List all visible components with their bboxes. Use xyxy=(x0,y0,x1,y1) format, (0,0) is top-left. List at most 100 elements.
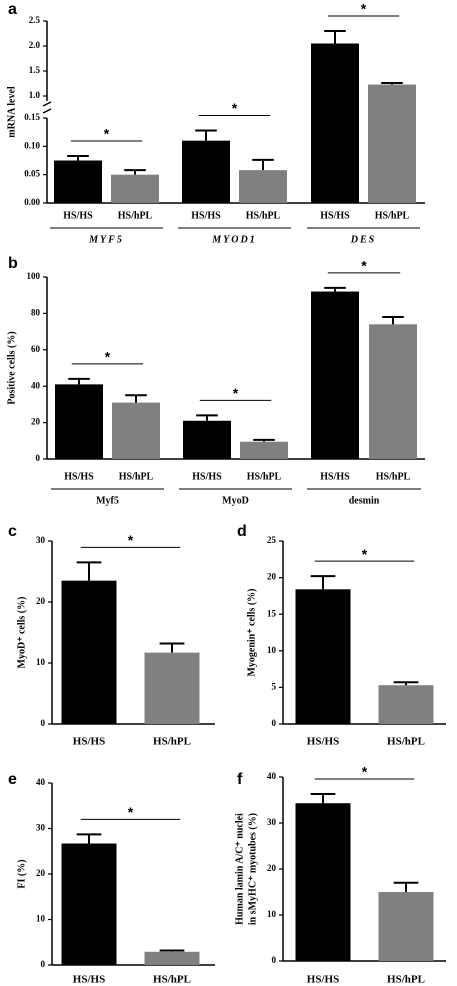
significance-label: * xyxy=(232,100,238,116)
x-tick-label: HS/hPL xyxy=(119,471,154,482)
y-tick-label: 10 xyxy=(36,914,46,924)
y-tick-label: 30 xyxy=(36,823,46,833)
x-tick-label: HS/hPL xyxy=(376,471,411,482)
error-bar xyxy=(159,949,185,952)
x-tick-label: HS/hPL xyxy=(153,974,191,986)
y-tick-label: 1.5 xyxy=(29,65,41,75)
bar xyxy=(295,589,351,724)
x-tick-label: HS/HS xyxy=(307,736,339,748)
y-tick-label: 20 xyxy=(31,417,41,427)
panel-label: b xyxy=(8,255,18,272)
y-tick-label: 0 xyxy=(272,718,277,728)
y-tick-label: 15 xyxy=(267,608,277,618)
significance-label: * xyxy=(233,385,239,401)
y-tick-label: 20 xyxy=(36,868,46,878)
significance-label: * xyxy=(128,532,134,548)
x-tick-label: HS/HS xyxy=(73,736,105,748)
y-tick-label: 0.05 xyxy=(24,169,40,179)
error-bar xyxy=(76,561,102,581)
significance-label: * xyxy=(362,546,368,562)
y-tick-label: 2.5 xyxy=(29,15,41,25)
bar xyxy=(61,843,117,965)
panel-label: e xyxy=(8,771,17,788)
y-tick-label: 10 xyxy=(267,645,277,655)
significance-label: * xyxy=(362,764,368,780)
y-axis-label: Positive cells (%) xyxy=(6,331,17,404)
y-tick-label: 30 xyxy=(36,535,46,545)
y-tick-label: 5 xyxy=(272,681,277,691)
y-axis-label: MyoD⁺ cells (%) xyxy=(16,597,27,669)
panel-label: d xyxy=(237,523,247,540)
y-tick-label: 60 xyxy=(31,344,41,354)
y-tick-label: 25 xyxy=(267,535,277,545)
bar xyxy=(55,384,103,459)
y-tick-label: 0 xyxy=(41,959,46,969)
error-bar xyxy=(324,30,346,44)
y-axis-label: mRNA level xyxy=(6,86,17,138)
x-tick-label: HS/hPL xyxy=(375,210,410,221)
error-bar xyxy=(382,316,404,325)
bar xyxy=(311,291,359,459)
bar xyxy=(378,892,434,961)
error-bar xyxy=(125,394,147,403)
x-tick-label: HS/HS xyxy=(320,471,350,482)
error-bar xyxy=(393,681,419,686)
bar xyxy=(144,652,200,724)
bar xyxy=(112,402,160,459)
bar xyxy=(182,140,230,203)
panel-label: c xyxy=(8,523,17,540)
y-tick-label: 20 xyxy=(267,572,277,582)
error-bar xyxy=(310,575,336,590)
x-tick-label: HS/hPL xyxy=(387,736,425,748)
error-bar xyxy=(195,129,217,141)
y-tick-label: 10 xyxy=(267,909,277,919)
y-tick-label: 0.10 xyxy=(24,140,40,150)
y-tick-label: 0.15 xyxy=(24,112,40,122)
error-bar xyxy=(124,169,146,175)
group-label: MyoD xyxy=(222,495,249,506)
error-bar xyxy=(76,833,102,844)
x-tick-label: HS/HS xyxy=(191,210,221,221)
x-tick-label: HS/hPL xyxy=(247,471,282,482)
bar xyxy=(183,420,231,459)
group-label: DES xyxy=(350,234,376,245)
y-tick-label: 30 xyxy=(267,817,277,827)
y-tick-label: 20 xyxy=(36,596,46,606)
y-tick-label: 40 xyxy=(31,380,41,390)
error-bar xyxy=(253,438,275,442)
group-label: Myf5 xyxy=(96,495,119,506)
y-axis-label: Myogenin⁺ cells (%) xyxy=(246,588,257,676)
bar xyxy=(368,84,416,203)
y-tick-label: 40 xyxy=(267,771,277,781)
bar xyxy=(369,324,417,459)
y-tick-label: 10 xyxy=(36,657,46,667)
y-tick-label: 0 xyxy=(36,453,41,463)
significance-label: * xyxy=(361,1,367,17)
y-axis-label: in sMyHC⁺ myotubes (%) xyxy=(247,813,258,925)
significance-label: * xyxy=(128,804,134,820)
x-tick-label: HS/HS xyxy=(192,471,222,482)
x-tick-label: HS/hPL xyxy=(118,210,153,221)
y-tick-label: 100 xyxy=(27,271,41,281)
group-label: desmin xyxy=(349,495,380,506)
panel-label: f xyxy=(237,771,243,788)
y-tick-label: 0.00 xyxy=(24,197,40,207)
error-bar xyxy=(196,414,218,421)
error-bar xyxy=(324,286,346,292)
y-axis-label: Human lamin A/C⁺ nuclei xyxy=(234,813,245,925)
bar xyxy=(144,951,200,965)
y-tick-label: 80 xyxy=(31,307,41,317)
error-bar xyxy=(159,642,185,653)
group-label: MYOD1 xyxy=(211,234,256,245)
bar xyxy=(378,685,434,724)
error-bar xyxy=(67,154,89,161)
x-tick-label: HS/HS xyxy=(73,974,105,986)
bar xyxy=(61,580,117,724)
y-tick-label: 0 xyxy=(272,955,277,965)
bar xyxy=(311,43,359,203)
error-bar xyxy=(393,881,419,892)
x-tick-label: HS/HS xyxy=(63,210,93,221)
significance-label: * xyxy=(361,258,367,274)
y-tick-label: 1.0 xyxy=(29,90,41,100)
